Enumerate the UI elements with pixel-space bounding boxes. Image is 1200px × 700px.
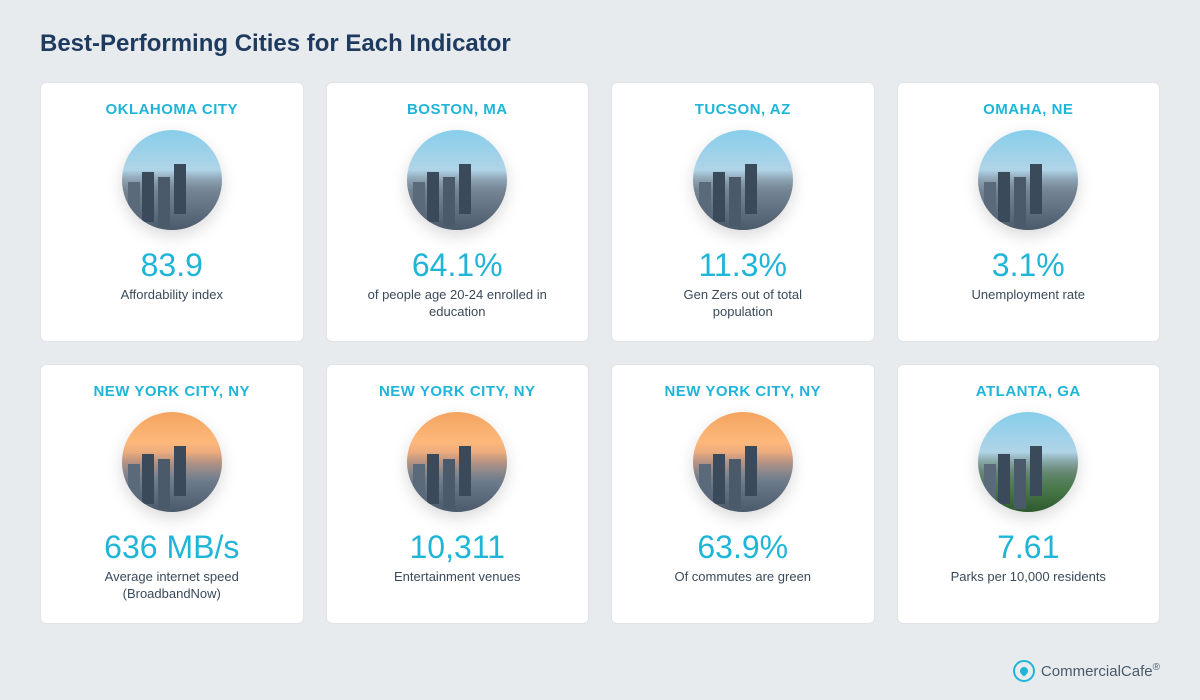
brand-logo-icon — [1013, 660, 1035, 682]
brand-name: CommercialCafe® — [1041, 662, 1160, 680]
city-image — [978, 412, 1078, 512]
stat-value: 63.9% — [697, 530, 788, 565]
city-card: OKLAHOMA CITY 83.9 Affordability index — [40, 82, 304, 342]
city-card: OMAHA, NE 3.1% Unemployment rate — [897, 82, 1161, 342]
stat-value: 7.61 — [997, 530, 1059, 565]
city-image — [122, 412, 222, 512]
stat-value: 83.9 — [141, 248, 203, 283]
city-image — [978, 130, 1078, 230]
city-name: BOSTON, MA — [407, 101, 508, 118]
city-image — [407, 130, 507, 230]
stat-value: 636 MB/s — [104, 530, 239, 565]
stat-label: Entertainment venues — [394, 569, 520, 586]
stat-value: 11.3% — [699, 248, 787, 283]
city-card: BOSTON, MA 64.1% of people age 20-24 enr… — [326, 82, 590, 342]
city-name: NEW YORK CITY, NY — [93, 383, 250, 400]
city-card: TUCSON, AZ 11.3% Gen Zers out of total p… — [611, 82, 875, 342]
stat-label: Average internet speed (BroadbandNow) — [82, 569, 262, 603]
city-name: NEW YORK CITY, NY — [664, 383, 821, 400]
stat-label: Parks per 10,000 residents — [951, 569, 1106, 586]
city-image — [693, 130, 793, 230]
stat-label: of people age 20-24 enrolled in educatio… — [367, 287, 547, 321]
footer-brand: CommercialCafe® — [1013, 660, 1160, 682]
stat-label: Of commutes are green — [674, 569, 811, 586]
stat-value: 64.1% — [412, 248, 503, 283]
city-card: NEW YORK CITY, NY 10,311 Entertainment v… — [326, 364, 590, 624]
stat-label: Unemployment rate — [972, 287, 1085, 304]
page-title: Best-Performing Cities for Each Indicato… — [40, 30, 1160, 58]
city-card: NEW YORK CITY, NY 636 MB/s Average inter… — [40, 364, 304, 624]
city-image — [122, 130, 222, 230]
city-image — [407, 412, 507, 512]
city-name: OKLAHOMA CITY — [105, 101, 238, 118]
city-card: NEW YORK CITY, NY 63.9% Of commutes are … — [611, 364, 875, 624]
city-name: OMAHA, NE — [983, 101, 1073, 118]
stat-value: 10,311 — [410, 530, 506, 565]
card-grid: OKLAHOMA CITY 83.9 Affordability index B… — [40, 82, 1160, 624]
stat-label: Affordability index — [121, 287, 223, 304]
city-name: NEW YORK CITY, NY — [379, 383, 536, 400]
city-image — [693, 412, 793, 512]
city-name: ATLANTA, GA — [976, 383, 1081, 400]
stat-value: 3.1% — [992, 248, 1065, 283]
city-card: ATLANTA, GA 7.61 Parks per 10,000 reside… — [897, 364, 1161, 624]
city-name: TUCSON, AZ — [695, 101, 791, 118]
stat-label: Gen Zers out of total population — [653, 287, 833, 321]
